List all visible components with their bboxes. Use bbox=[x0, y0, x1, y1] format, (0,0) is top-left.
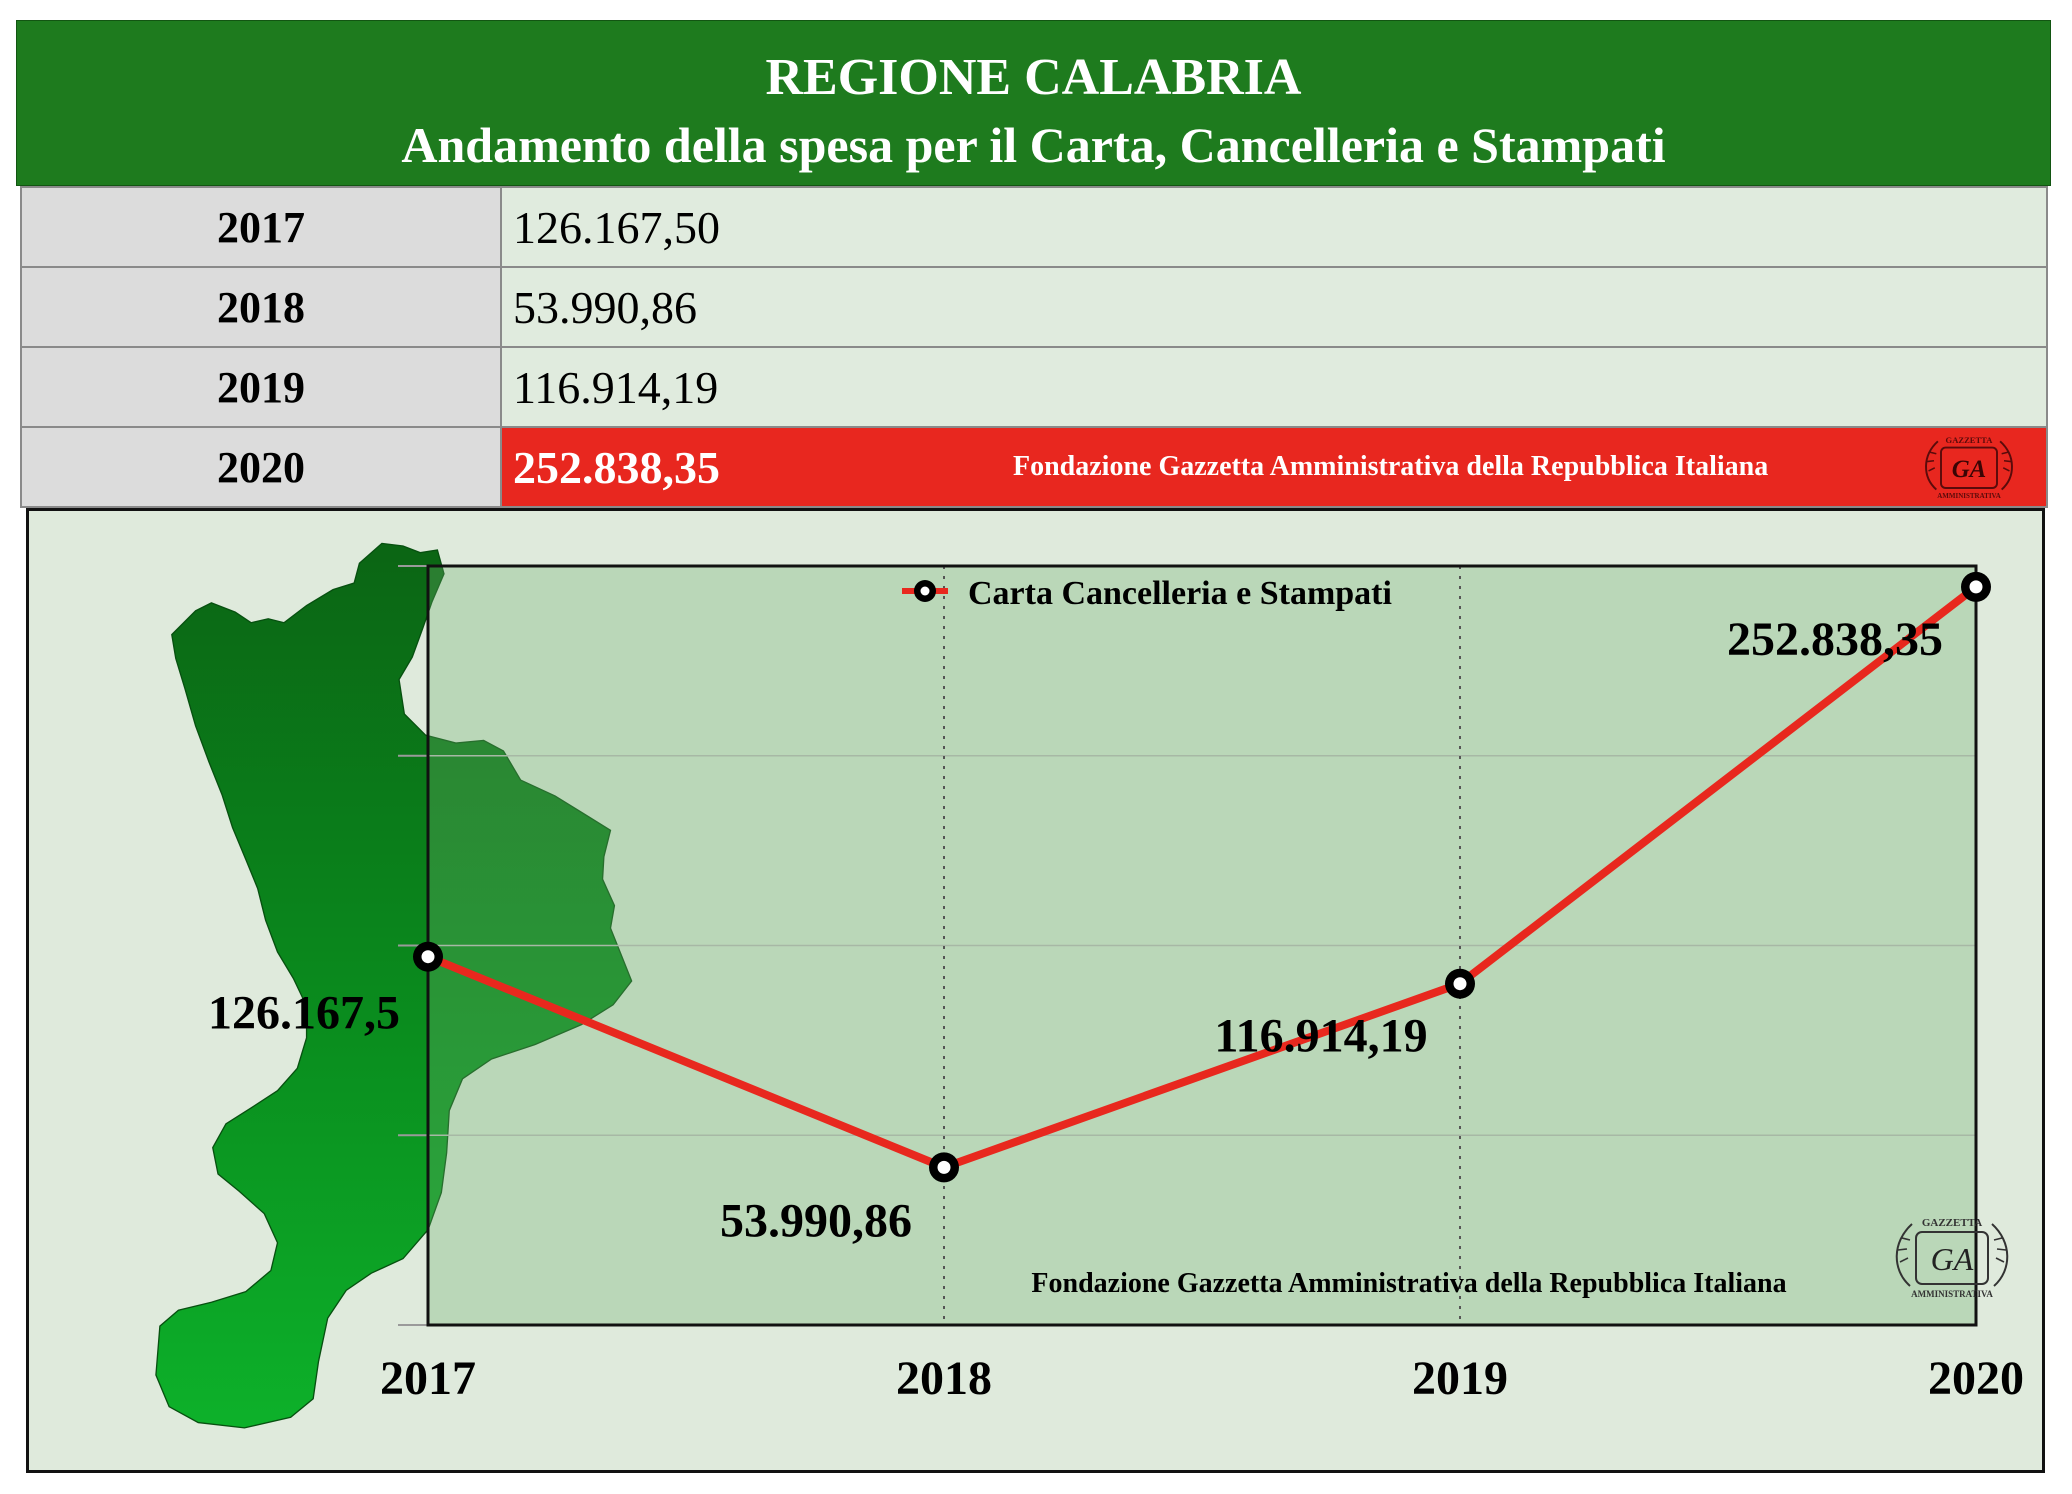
ga-logo: GAZZETTA GA AMMINISTRATIVA bbox=[1925, 435, 2013, 500]
page-title: REGIONE CALABRIA bbox=[765, 49, 1302, 106]
table-value-text: 53.990,86 bbox=[513, 281, 697, 333]
legend: Carta Cancelleria e Stampati bbox=[902, 575, 1392, 612]
logo-initials: GA bbox=[1952, 456, 1987, 483]
table-row-year: 2020 bbox=[22, 428, 500, 506]
series-line bbox=[424, 582, 1980, 1172]
table-value-text: 116.914,19 bbox=[513, 361, 719, 413]
table-row-value: 252.838,35 Fondazione Gazzetta Amministr… bbox=[502, 428, 2046, 506]
data-point-marker bbox=[1445, 968, 1475, 999]
page-header: REGIONE CALABRIA Andamento della spesa p… bbox=[16, 20, 2051, 186]
data-label: 126.167,5 bbox=[208, 987, 400, 1040]
table-row-year: 2018 bbox=[22, 268, 500, 346]
logo-bottom-text: AMMINISTRATIVA bbox=[1911, 1289, 1993, 1299]
data-label: 116.914,19 bbox=[1214, 1010, 1427, 1063]
x-tick-label: 2020 bbox=[1928, 1352, 2024, 1405]
legend-label: Carta Cancelleria e Stampati bbox=[968, 575, 1392, 612]
calabria-map-image bbox=[155, 542, 633, 1429]
data-label: 53.990,86 bbox=[720, 1194, 912, 1247]
table-row-value: 126.167,50 bbox=[502, 188, 2046, 266]
x-tick-label: 2019 bbox=[1412, 1352, 1508, 1405]
logo-top-text: GAZZETTA bbox=[1922, 1217, 1982, 1229]
spending-table: 2017 126.167,50 2018 53.990,86 2019 116.… bbox=[20, 186, 2048, 508]
table-value-text: 126.167,50 bbox=[513, 201, 720, 253]
table-row-value: 116.914,19 bbox=[502, 348, 2046, 426]
table-value-text: 252.838,35 bbox=[513, 441, 720, 493]
x-tick-label: 2017 bbox=[380, 1352, 476, 1405]
grid bbox=[398, 565, 1976, 1326]
series bbox=[413, 571, 1991, 1183]
table-row-year: 2019 bbox=[22, 348, 500, 426]
data-point-marker bbox=[413, 941, 443, 972]
logo-top-text: GAZZETTA bbox=[1946, 435, 1994, 445]
data-label: 252.838,35 bbox=[1727, 613, 1943, 666]
logo-initials: GA bbox=[1931, 1241, 1974, 1277]
ga-logo: GAZZETTA GA AMMINISTRATIVA bbox=[1895, 1217, 2009, 1299]
foundation-note: Fondazione Gazzetta Amministrativa della… bbox=[1013, 451, 1769, 482]
data-point-marker bbox=[929, 1152, 959, 1183]
data-point-marker bbox=[1961, 571, 1991, 602]
x-tick-label: 2018 bbox=[896, 1352, 992, 1405]
chart-annotation: Fondazione Gazzetta Amministrativa della… bbox=[1031, 1268, 1786, 1299]
page-subtitle: Andamento della spesa per il Carta, Canc… bbox=[401, 117, 1666, 173]
logo-bottom-text: AMMINISTRATIVA bbox=[1937, 492, 2001, 500]
table-row-year: 2017 bbox=[22, 188, 500, 266]
table-row-value: 53.990,86 bbox=[502, 268, 2046, 346]
